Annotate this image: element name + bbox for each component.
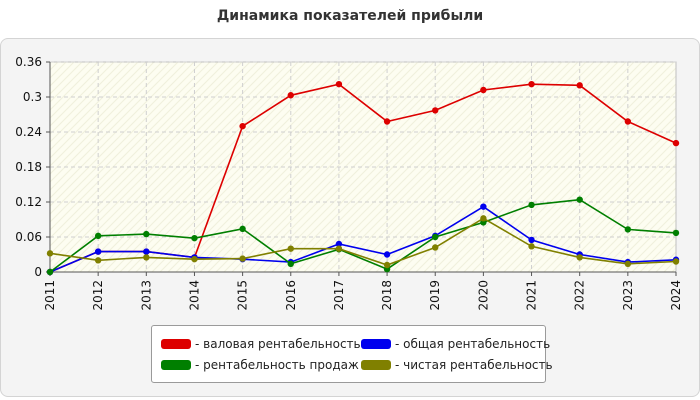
- y-tick-label: 0: [34, 265, 42, 279]
- series-line-sales: [49, 198, 677, 273]
- data-point-total: [480, 203, 487, 210]
- x-tick-label: 2023: [621, 280, 635, 311]
- data-point-sales: [528, 201, 535, 209]
- data-point-sales: [432, 233, 439, 241]
- data-point-sales: [624, 226, 632, 233]
- data-point-net: [335, 245, 343, 252]
- y-tick-label: 0.12: [15, 195, 42, 209]
- x-tick-label: 2011: [43, 280, 57, 311]
- series-net: [46, 215, 680, 269]
- x-tick-label: 2014: [187, 280, 201, 311]
- legend-label-total: - общая рентабельность: [395, 337, 551, 351]
- data-point-total: [528, 236, 535, 244]
- data-point-net: [576, 254, 583, 261]
- data-point-net: [528, 243, 535, 250]
- data-point-net: [624, 260, 632, 268]
- data-point-gross: [672, 139, 680, 147]
- data-point-net: [432, 244, 439, 251]
- legend-label-gross: - валовая рентабельность: [195, 337, 361, 351]
- data-point-net: [287, 245, 294, 252]
- data-point-sales: [287, 260, 294, 268]
- y-tick-label: 0.36: [15, 55, 42, 69]
- series-line-total: [49, 205, 677, 273]
- data-point-total: [94, 248, 102, 255]
- x-tick-labels: 2011 2012 2013 2014 2015 2016 2017 2018 2019 2020…: [43, 280, 683, 311]
- data-point-net: [480, 215, 487, 222]
- data-point-net: [383, 261, 391, 269]
- data-point-gross: [432, 107, 439, 114]
- legend-label-net: - чистая рентабельность: [395, 358, 553, 372]
- x-tick-label: 2018: [380, 280, 394, 311]
- data-point-sales: [672, 229, 680, 237]
- legend-swatch-gross: [161, 339, 191, 349]
- x-tick-label: 2013: [139, 280, 153, 311]
- data-point-sales: [143, 230, 150, 238]
- data-point-net: [46, 250, 54, 257]
- data-point-gross: [335, 80, 343, 88]
- legend-swatch-net: [361, 360, 391, 370]
- y-tick-label: 0.3: [23, 90, 42, 104]
- x-tick-label: 2022: [573, 280, 587, 311]
- legend-item-total: - общая рентабельность: [361, 336, 550, 352]
- data-point-net: [94, 257, 102, 264]
- data-point-total: [143, 248, 150, 255]
- legend-swatch-total: [361, 339, 391, 349]
- x-tick-label: 2015: [236, 280, 250, 311]
- axes: [46, 61, 677, 276]
- series-line-net: [49, 217, 677, 266]
- chart-title: Динамика показателей прибыли: [216, 8, 484, 24]
- legend-swatch-sales: [161, 360, 191, 370]
- y-tick-label: 0.18: [15, 160, 42, 174]
- x-tick-label: 2024: [669, 280, 683, 311]
- y-tick-label: 0.06: [15, 230, 42, 244]
- series-lines: [46, 80, 680, 276]
- data-point-gross: [576, 82, 583, 89]
- data-point-sales: [576, 196, 583, 203]
- data-point-sales: [46, 268, 54, 276]
- data-point-gross: [287, 92, 294, 99]
- x-tick-label: 2012: [91, 280, 105, 311]
- data-point-gross: [239, 122, 246, 130]
- y-tick-label: 0.24: [15, 125, 42, 139]
- data-point-gross: [528, 80, 535, 88]
- data-point-net: [143, 254, 150, 261]
- data-point-net: [191, 255, 198, 263]
- legend-item-sales: - рентабельность продаж: [161, 357, 359, 373]
- data-point-sales: [191, 234, 198, 242]
- data-point-gross: [624, 118, 632, 125]
- legend: - валовая рентабельность - общая рентабе…: [151, 325, 553, 383]
- x-tick-label: 2016: [284, 280, 298, 311]
- data-point-total: [335, 240, 343, 248]
- data-point-total: [383, 251, 391, 258]
- data-point-sales: [239, 225, 246, 233]
- x-tick-label: 2020: [476, 280, 490, 311]
- x-tick-label: 2019: [428, 280, 442, 311]
- data-point-net: [239, 255, 246, 262]
- x-tick-label: 2017: [332, 280, 346, 311]
- y-tick-labels: 0 0.06 0.12 0.18 0.24 0.3 0.36: [15, 55, 42, 279]
- legend-label-sales: - рентабельность продаж: [195, 358, 359, 372]
- grid-lines: [50, 61, 676, 272]
- legend-item-gross: - валовая рентабельность: [161, 336, 361, 352]
- data-point-sales: [94, 232, 102, 240]
- data-point-gross: [383, 118, 391, 125]
- legend-item-net: - чистая рентабельность: [361, 357, 553, 373]
- data-point-net: [672, 258, 680, 265]
- x-tick-label: 2021: [525, 280, 539, 311]
- data-point-gross: [480, 86, 487, 94]
